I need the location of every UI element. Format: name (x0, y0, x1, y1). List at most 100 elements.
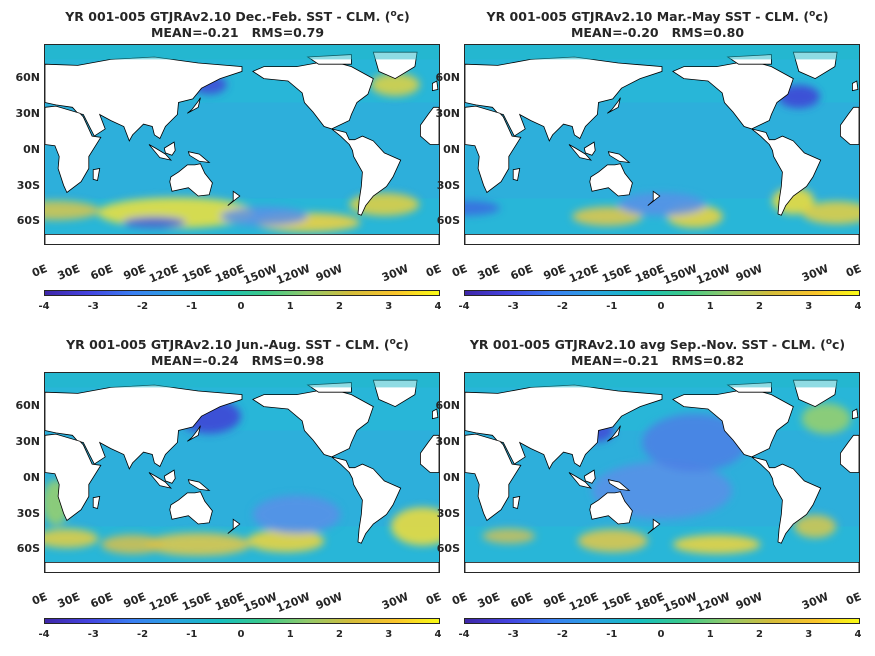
colorbar-tick-label: -3 (507, 301, 519, 312)
colorbar-tick-label: 3 (805, 301, 813, 312)
colorbar-tick-label: 3 (805, 629, 813, 640)
colorbar (464, 618, 860, 624)
lon-tick-label: 90E (121, 262, 148, 283)
lon-tick-label: 0E (29, 590, 49, 608)
lon-tick-label: 30W (799, 262, 831, 285)
colorbar-tick-label: -1 (606, 629, 618, 640)
map-panel-son: YR 001-005 GTJRAv2.10 avg Sep.-Nov. SST … (420, 328, 862, 656)
lon-tick-label: 30E (55, 590, 82, 611)
landmass (607, 479, 631, 492)
landmass (583, 469, 596, 484)
lon-tick-label: 0E (843, 262, 863, 280)
colorbar-tick-label: -2 (556, 301, 569, 312)
landmass (431, 408, 439, 420)
lon-tick-label: 90E (541, 590, 568, 611)
lat-tick-label: 30S (16, 506, 40, 520)
lon-tick-label: 180E (632, 262, 666, 286)
lon-tick-label: 150W (661, 590, 699, 616)
colorbar-tick-label: 2 (756, 301, 763, 312)
sst-anomaly-map (44, 44, 440, 245)
landmass (92, 168, 101, 182)
sst-anomaly-map (464, 372, 860, 573)
map-title: YR 001-005 GTJRAv2.10 Dec.-Feb. SST - CL… (0, 6, 475, 41)
colorbar-tick-label: 2 (336, 629, 343, 640)
landmass (163, 469, 176, 484)
colorbar-tick-label: 3 (385, 629, 393, 640)
landmass (187, 425, 201, 442)
colorbar-tick-label: 0 (237, 301, 245, 312)
colorbar-tick-label: -4 (38, 629, 50, 640)
landmass (148, 144, 173, 161)
landmass (607, 425, 621, 442)
lon-tick-label: 0E (843, 590, 863, 608)
colorbar-tick-label: -1 (186, 301, 198, 312)
colorbar-tick-label: 0 (657, 629, 665, 640)
colorbar-tick-label: -1 (606, 301, 618, 312)
lon-tick-label: 90W (734, 590, 765, 613)
colorbar-tick-label: 0 (657, 301, 665, 312)
colorbar-tick-label: 2 (756, 629, 763, 640)
lon-tick-label: 60E (508, 262, 535, 283)
landmass (419, 434, 439, 473)
map-title: YR 001-005 GTJRAv2.10 Mar.-May SST - CLM… (420, 6, 875, 41)
landmass (751, 456, 822, 544)
landmass (568, 144, 593, 161)
landmass (512, 168, 521, 182)
colorbar-tick-label: 1 (706, 301, 714, 312)
lon-tick-label: 60E (508, 590, 535, 611)
landmass (851, 80, 859, 92)
landmass (465, 384, 663, 470)
lon-tick-label: 30W (379, 262, 411, 285)
landmass (45, 233, 439, 244)
colorbar-tick-label: -4 (38, 301, 50, 312)
landmass (589, 491, 633, 525)
lat-tick-label: 60S (16, 542, 40, 556)
landmass (751, 128, 822, 216)
landmass (512, 496, 521, 510)
colorbar-tick-label: -3 (87, 629, 99, 640)
landmass (465, 105, 522, 194)
lat-tick-label: 60N (435, 70, 460, 84)
lon-tick-label: 180E (212, 262, 246, 286)
colorbar (44, 618, 440, 624)
landmass (187, 479, 211, 492)
lat-tick-label: 30N (15, 434, 40, 448)
landmass (465, 433, 522, 522)
colorbar-tick-label: 0 (237, 629, 245, 640)
colorbar-tick-label: -3 (87, 301, 99, 312)
lat-tick-label: 60S (436, 542, 460, 556)
colorbar-tick-label: -1 (186, 629, 198, 640)
lon-tick-label: 120W (694, 590, 732, 616)
landmass (92, 496, 101, 510)
landmass (187, 151, 211, 164)
lat-tick-label: 30S (436, 506, 460, 520)
landmass (839, 106, 859, 145)
lat-tick-label: 30N (435, 434, 460, 448)
colorbar-tick-label: -4 (458, 301, 470, 312)
lon-tick-label: 60E (88, 262, 115, 283)
landmass (331, 456, 402, 544)
lat-tick-label: 30N (15, 106, 40, 120)
lon-tick-label: 120E (567, 262, 601, 286)
lat-tick-label: 0N (23, 470, 40, 484)
lon-tick-label: 30E (475, 590, 502, 611)
colorbar-tick-label: 1 (706, 629, 714, 640)
lon-tick-label: 30W (799, 590, 831, 613)
sst-anomaly-map (44, 372, 440, 573)
lon-tick-label: 30E (475, 262, 502, 283)
landmass (839, 434, 859, 473)
lon-tick-label: 180E (632, 590, 666, 614)
map-title: YR 001-005 GTJRAv2.10 avg Sep.-Nov. SST … (420, 334, 875, 369)
lon-tick-label: 120W (274, 262, 312, 288)
lat-tick-label: 60S (16, 214, 40, 228)
lon-tick-label: 0E (29, 262, 49, 280)
lon-tick-label: 120E (147, 262, 181, 286)
landmass (227, 518, 241, 534)
lon-tick-label: 30W (379, 590, 411, 613)
colorbar (44, 290, 440, 296)
lon-tick-label: 120W (694, 262, 732, 288)
colorbar-tick-label: 2 (336, 301, 343, 312)
lon-tick-label: 150E (179, 262, 214, 286)
landmass (331, 128, 402, 216)
lon-tick-label: 0E (449, 262, 469, 280)
